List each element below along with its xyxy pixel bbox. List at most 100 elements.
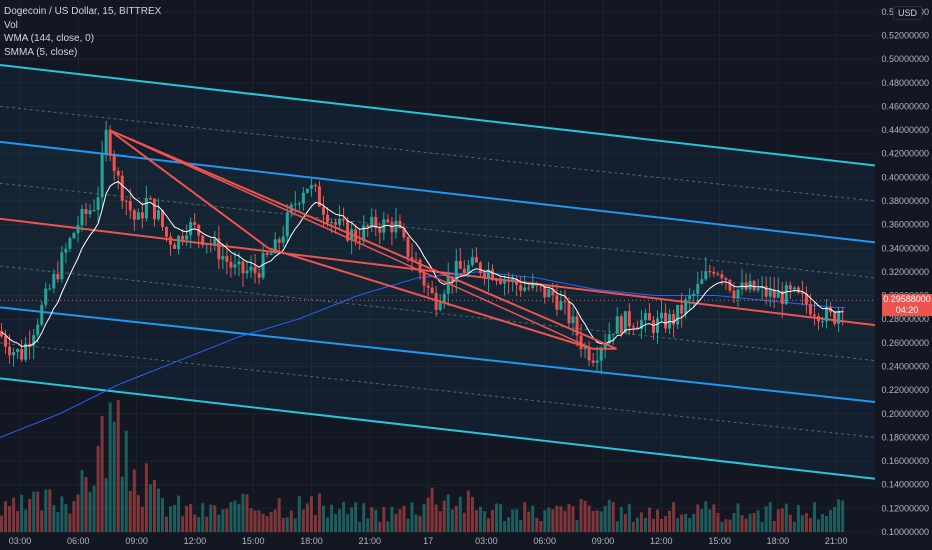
candle-body	[651, 320, 655, 333]
volume-bar	[595, 510, 599, 532]
volume-bar	[221, 509, 225, 532]
volume-bar	[812, 502, 816, 532]
price-tick: 0.44000000	[881, 125, 929, 135]
volume-bar	[189, 503, 193, 532]
time-tick: 12:00	[650, 536, 673, 546]
candle-body	[579, 335, 583, 350]
volume-bar	[611, 502, 615, 532]
price-tick: 0.12000000	[881, 503, 929, 513]
countdown-label: 04:20	[895, 305, 919, 316]
candle-body	[466, 265, 470, 274]
candle-body	[406, 237, 410, 258]
volume-bar	[418, 515, 422, 532]
candle-body	[124, 200, 128, 202]
volume-bar	[478, 506, 482, 532]
candle-body	[599, 349, 603, 361]
chart-legend: Dogecoin / US Dollar, 15, BITTREX Vol WM…	[4, 5, 161, 59]
volume-bar	[454, 505, 458, 532]
candle-body	[165, 227, 169, 237]
candle-body	[543, 286, 547, 298]
candle-body	[470, 257, 474, 266]
candle-body	[20, 349, 24, 360]
candle-body	[398, 220, 402, 229]
volume-bar	[177, 495, 181, 532]
candle-body	[52, 273, 56, 289]
candle-body	[80, 209, 84, 226]
volume-bar	[599, 511, 603, 532]
channel-dashed-line	[0, 265, 876, 362]
channel-upper-outer	[0, 64, 876, 167]
candle-body	[76, 225, 80, 233]
volume-bar	[132, 469, 136, 532]
candle-body	[643, 313, 647, 321]
volume-bar	[342, 501, 346, 532]
volume-bar	[676, 518, 680, 532]
time-tick: 12:00	[184, 536, 207, 546]
volume-bar	[780, 508, 784, 532]
candle-body	[144, 198, 148, 219]
candle-body	[837, 310, 841, 324]
volume-bar	[173, 504, 177, 532]
volume-bar	[764, 506, 768, 532]
volume-bar	[499, 504, 503, 532]
candle-body	[776, 291, 780, 298]
candle-body	[116, 171, 120, 176]
candle-body	[664, 312, 668, 329]
channel-dashed-line	[0, 105, 876, 202]
candle-body	[430, 287, 434, 293]
candle-body	[305, 188, 309, 193]
volume-bar	[229, 501, 233, 532]
volume-bar	[76, 494, 80, 532]
volume-bar	[752, 512, 756, 532]
time-tick: 18:00	[300, 536, 323, 546]
volume-bar	[660, 518, 664, 532]
volume-bar	[346, 514, 350, 532]
candle-body	[812, 314, 816, 317]
candle-body	[301, 192, 305, 204]
volume-bar	[430, 487, 434, 532]
volume-bar	[338, 509, 342, 532]
volume-bar	[712, 504, 716, 532]
candle-body	[676, 304, 680, 325]
currency-button[interactable]: USD	[892, 6, 922, 20]
candle-body	[418, 259, 422, 273]
volume-bar	[374, 509, 378, 532]
volume-bar	[44, 489, 48, 532]
candle-body	[680, 304, 684, 314]
candle-body	[64, 248, 68, 253]
candle-body	[209, 243, 213, 245]
candle-body	[173, 244, 177, 249]
volume-bar	[84, 477, 88, 532]
candle-body	[454, 260, 458, 283]
volume-bar	[60, 496, 64, 532]
volume-bar	[829, 509, 833, 532]
volume-bar	[684, 513, 688, 532]
price-tick: 0.42000000	[881, 149, 929, 159]
candle-body	[96, 197, 100, 210]
candle-body	[221, 256, 225, 260]
volume-bar	[16, 510, 20, 532]
candle-body	[704, 271, 708, 280]
volume-bar	[273, 509, 277, 532]
candle-body	[587, 347, 591, 361]
volume-bar	[603, 505, 607, 532]
volume-bar	[631, 521, 635, 532]
time-tick: 06:00	[533, 536, 556, 546]
volume-bar	[370, 507, 374, 532]
candle-body	[607, 334, 611, 344]
candle-body	[539, 285, 543, 287]
channel-upper-inner	[0, 140, 876, 244]
volume-bar	[816, 519, 820, 532]
candle-body	[32, 335, 36, 346]
candle-body	[253, 266, 257, 274]
candle-body	[44, 288, 48, 305]
volume-bar	[760, 522, 764, 532]
volume-bar	[740, 515, 744, 532]
pattern-lines	[0, 129, 875, 350]
volume-bar	[398, 509, 402, 532]
candle-body	[816, 316, 820, 322]
volume-bar	[309, 496, 313, 532]
candle-body	[696, 283, 700, 294]
candle-body	[193, 222, 197, 225]
